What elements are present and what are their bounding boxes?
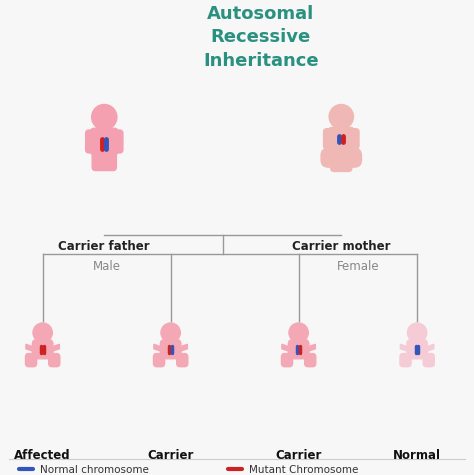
Polygon shape bbox=[283, 353, 293, 358]
Text: Male: Male bbox=[92, 260, 121, 273]
FancyBboxPatch shape bbox=[26, 353, 36, 367]
FancyBboxPatch shape bbox=[321, 148, 362, 167]
Polygon shape bbox=[154, 344, 164, 352]
FancyBboxPatch shape bbox=[110, 130, 123, 153]
FancyBboxPatch shape bbox=[102, 146, 117, 171]
Circle shape bbox=[289, 323, 308, 342]
Text: Mutant Chromosome: Mutant Chromosome bbox=[249, 465, 358, 475]
Polygon shape bbox=[304, 353, 314, 358]
Text: Carrier father: Carrier father bbox=[58, 240, 150, 253]
Text: Carrier: Carrier bbox=[147, 449, 194, 462]
FancyBboxPatch shape bbox=[346, 129, 359, 149]
Polygon shape bbox=[155, 353, 165, 358]
FancyBboxPatch shape bbox=[177, 353, 188, 367]
FancyBboxPatch shape bbox=[91, 128, 118, 155]
Polygon shape bbox=[328, 142, 355, 159]
Circle shape bbox=[329, 104, 354, 129]
Polygon shape bbox=[305, 344, 315, 352]
Circle shape bbox=[408, 323, 427, 342]
FancyBboxPatch shape bbox=[407, 340, 428, 359]
Polygon shape bbox=[177, 344, 187, 352]
Polygon shape bbox=[424, 344, 434, 352]
Circle shape bbox=[161, 323, 180, 342]
Circle shape bbox=[91, 104, 117, 130]
FancyBboxPatch shape bbox=[423, 353, 434, 367]
Polygon shape bbox=[422, 353, 433, 358]
Text: Normal: Normal bbox=[393, 449, 441, 462]
Polygon shape bbox=[401, 353, 412, 358]
FancyBboxPatch shape bbox=[92, 146, 107, 171]
Text: Female: Female bbox=[337, 260, 379, 273]
FancyBboxPatch shape bbox=[49, 353, 60, 367]
Polygon shape bbox=[48, 353, 58, 358]
FancyBboxPatch shape bbox=[305, 353, 316, 367]
Text: Carrier: Carrier bbox=[275, 449, 322, 462]
Polygon shape bbox=[49, 344, 59, 352]
FancyBboxPatch shape bbox=[331, 155, 344, 171]
Text: Autosomal
Recessive
Inheritance: Autosomal Recessive Inheritance bbox=[203, 5, 319, 70]
FancyBboxPatch shape bbox=[86, 130, 99, 153]
Polygon shape bbox=[176, 353, 186, 358]
FancyBboxPatch shape bbox=[324, 129, 336, 149]
Polygon shape bbox=[401, 344, 410, 352]
FancyBboxPatch shape bbox=[154, 353, 164, 367]
FancyBboxPatch shape bbox=[160, 340, 181, 359]
FancyBboxPatch shape bbox=[288, 340, 309, 359]
Text: Normal chromosome: Normal chromosome bbox=[40, 465, 149, 475]
Polygon shape bbox=[282, 344, 292, 352]
FancyBboxPatch shape bbox=[400, 353, 411, 367]
Polygon shape bbox=[27, 353, 37, 358]
FancyBboxPatch shape bbox=[32, 340, 53, 359]
Polygon shape bbox=[26, 344, 36, 352]
FancyBboxPatch shape bbox=[328, 127, 354, 148]
Text: Carrier mother: Carrier mother bbox=[292, 240, 391, 253]
Circle shape bbox=[33, 323, 52, 342]
Text: Affected: Affected bbox=[14, 449, 71, 462]
FancyBboxPatch shape bbox=[282, 353, 292, 367]
FancyBboxPatch shape bbox=[339, 155, 352, 171]
